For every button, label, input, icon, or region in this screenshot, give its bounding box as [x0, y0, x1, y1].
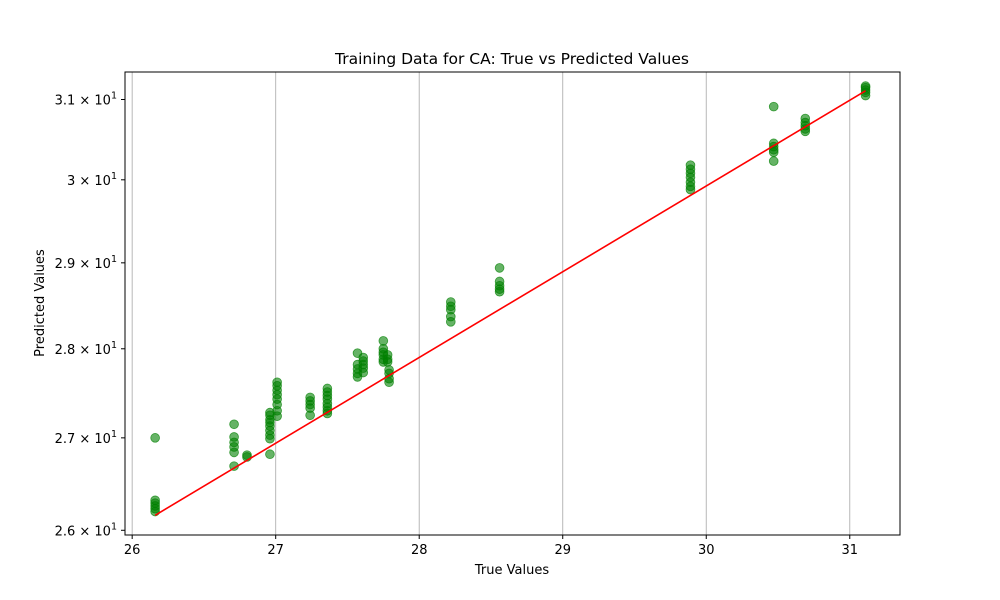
y-tick-label: 3.1 × 101 [55, 90, 117, 108]
reference-line [154, 90, 866, 516]
chart-title: Training Data for CA: True vs Predicted … [334, 50, 689, 68]
data-points [150, 81, 871, 517]
data-point [382, 357, 393, 367]
x-axis-title: True Values [474, 563, 549, 578]
data-point [445, 317, 456, 327]
data-point [229, 419, 239, 430]
y-tick-label: 2.8 × 101 [55, 340, 117, 358]
y-tick-label: 2.6 × 101 [55, 521, 117, 539]
data-point [150, 433, 160, 443]
data-point [768, 147, 779, 158]
x-tick-label: 27 [267, 543, 284, 558]
y-tick-label: 2.7 × 101 [55, 429, 117, 447]
y-axis-title: Predicted Values [33, 249, 48, 357]
y-tick-label: 3 × 101 [67, 171, 117, 189]
data-point [685, 184, 696, 195]
data-point [358, 367, 369, 378]
data-point [265, 449, 275, 460]
x-axis-ticks: 26 27 28 29 30 31 [124, 535, 858, 558]
data-point [265, 433, 275, 444]
data-point [229, 447, 239, 458]
data-point [768, 156, 779, 166]
x-tick-label: 26 [124, 543, 141, 558]
x-tick-label: 30 [698, 543, 715, 558]
data-point [384, 377, 394, 388]
y-axis-ticks: 2.6 × 101 2.7 × 101 2.8 × 101 2.9 × 101 3 × … [55, 90, 125, 539]
grid-lines [131, 72, 851, 535]
data-point [768, 101, 779, 112]
x-tick-label: 31 [841, 543, 858, 558]
data-point [494, 263, 505, 273]
x-tick-label: 29 [554, 543, 571, 558]
x-tick-label: 28 [411, 543, 428, 558]
data-point [305, 410, 315, 421]
data-point [272, 411, 282, 421]
plot-frame [124, 71, 901, 536]
reference-line-group [154, 90, 866, 516]
data-point [494, 286, 505, 297]
y-tick-label: 2.9 × 101 [55, 254, 117, 272]
